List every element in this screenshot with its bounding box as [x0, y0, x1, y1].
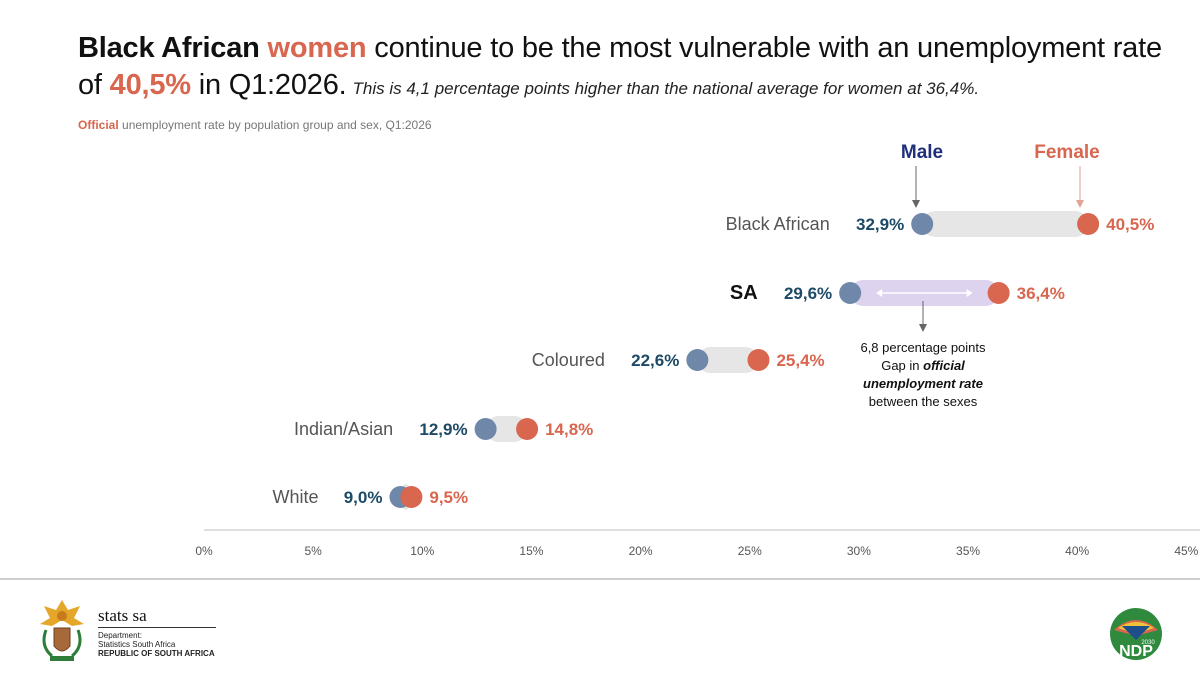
- range-bar: [485, 416, 528, 442]
- subtitle-accent: Official: [78, 118, 119, 132]
- ndp-year: 2030: [1141, 640, 1155, 646]
- chart-subtitle: Official unemployment rate by population…: [78, 118, 432, 132]
- legend-female-arrowhead: [1076, 200, 1084, 208]
- annotation-line3: unemployment rate: [863, 376, 983, 391]
- male-point: [474, 418, 497, 440]
- female-value-label: 25,4%: [776, 351, 824, 370]
- department-text: Department: Statistics South Africa REPU…: [98, 631, 215, 658]
- female-point: [747, 349, 770, 371]
- male-point: [686, 349, 709, 371]
- female-value-label: 14,8%: [545, 420, 593, 439]
- female-point: [516, 418, 539, 440]
- annotation-line2: Gap in official: [881, 358, 965, 373]
- x-tick-label: 35%: [956, 544, 980, 558]
- annotation-line2-text: Gap in: [881, 358, 923, 373]
- range-bar: [697, 347, 759, 373]
- x-tick-label: 5%: [304, 544, 322, 558]
- category-label: Indian/Asian: [294, 419, 393, 439]
- legend-female: Female: [1034, 142, 1099, 163]
- female-point: [987, 282, 1010, 304]
- range-bar: [922, 211, 1089, 237]
- x-tick-label: 0%: [195, 544, 213, 558]
- female-value-label: 40,5%: [1106, 215, 1154, 234]
- annotation-line2-bold: official: [923, 358, 965, 373]
- headline-part3: continue to be the most vulnerable with …: [78, 32, 1162, 101]
- male-value-label: 29,6%: [784, 284, 832, 303]
- annotation-arrowhead: [919, 324, 927, 332]
- x-tick-label: 10%: [410, 544, 434, 558]
- legend-male: Male: [901, 142, 943, 163]
- male-value-label: 32,9%: [856, 215, 904, 234]
- headline-part5: in Q1:2026.: [190, 69, 347, 101]
- headline: Black African women continue to be the m…: [78, 30, 1178, 107]
- brand-rule: [98, 627, 216, 628]
- stats-sa-brand: stats sa: [98, 606, 147, 625]
- coat-of-arms-logo: [36, 596, 88, 671]
- female-point: [400, 486, 423, 508]
- x-tick-label: 30%: [847, 544, 871, 558]
- male-point: [839, 282, 862, 304]
- gap-arrowhead-left: [876, 289, 883, 297]
- male-value-label: 12,9%: [419, 420, 467, 439]
- dumbbell-chart: 0% 5% 10% 15% 20% 25% 30% 35% 40% 45% 32,9% 40,5% Bl…: [195, 142, 1200, 558]
- category-label: SA: [730, 282, 758, 304]
- headline-rate: 40,5%: [109, 69, 191, 101]
- subtitle-rest: unemployment rate by population group an…: [118, 118, 432, 132]
- headline-women: women: [267, 32, 367, 64]
- ndp-text: NDP: [1119, 643, 1153, 660]
- x-tick-label: 40%: [1065, 544, 1089, 558]
- female-value-label: 36,4%: [1017, 284, 1065, 303]
- annotation-line4: between the sexes: [869, 394, 978, 409]
- dept-line3: REPUBLIC OF SOUTH AFRICA: [98, 649, 215, 658]
- headline-part1: Black African: [78, 32, 268, 64]
- category-label: Coloured: [532, 350, 605, 370]
- dept-line2: Statistics South Africa: [98, 640, 176, 649]
- footer-divider: [0, 578, 1200, 580]
- x-tick-label: 20%: [629, 544, 653, 558]
- male-value-label: 22,6%: [631, 351, 679, 370]
- gap-arrowhead-right: [966, 289, 973, 297]
- category-label: White: [272, 487, 318, 507]
- x-tick-label: 15%: [519, 544, 543, 558]
- category-label: Black African: [726, 214, 830, 234]
- x-tick-label: 45%: [1174, 544, 1198, 558]
- ndp-2030-logo: NDP 2030: [1108, 606, 1164, 667]
- female-point: [1077, 213, 1100, 235]
- x-tick-label: 25%: [738, 544, 762, 558]
- legend-male-arrowhead: [912, 200, 920, 208]
- male-point: [911, 213, 934, 235]
- male-value-label: 9,0%: [344, 488, 383, 507]
- female-value-label: 9,5%: [429, 488, 468, 507]
- dept-line1: Department:: [98, 631, 143, 640]
- annotation-line1: 6,8 percentage points: [860, 340, 986, 355]
- headline-note: This is 4,1 percentage points higher tha…: [352, 79, 980, 98]
